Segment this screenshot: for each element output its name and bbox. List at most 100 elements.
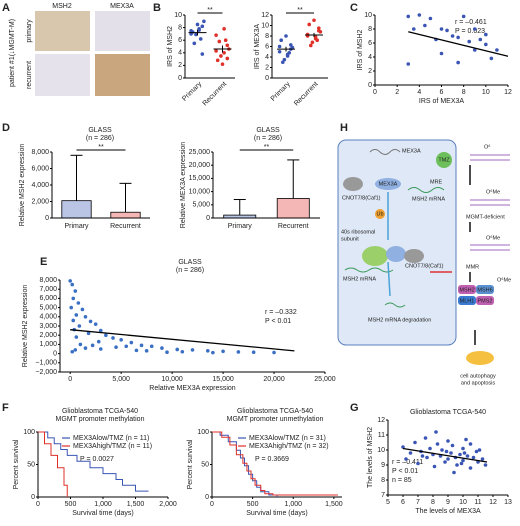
point <box>425 455 429 460</box>
point <box>468 442 473 446</box>
annotation: P = 0.0027 <box>80 456 114 463</box>
y-tick-label: 100 <box>197 429 209 436</box>
label: MGMT-deficient <box>466 214 505 220</box>
y-tick-label: 2 <box>178 62 182 69</box>
x-tick-label: 6 <box>440 89 444 96</box>
protein <box>404 249 424 263</box>
x-tick-label: 10 <box>482 89 490 96</box>
point <box>214 49 218 53</box>
y-axis-label: Percent survival <box>187 439 194 489</box>
point <box>134 348 139 353</box>
x-axis-label: Survival time (days) <box>72 510 133 517</box>
panel-letters: A B C D E F G H <box>2 2 359 414</box>
point <box>458 452 462 457</box>
panel-letter: A <box>2 2 10 14</box>
y-tick-label: 7,000 <box>39 286 57 293</box>
x-axis-label: The levels of MEX3A <box>415 508 481 515</box>
mrna <box>369 149 401 155</box>
y-tick-label: 20,000 <box>189 162 211 169</box>
trend-line <box>70 329 295 352</box>
chart-title: GLASS <box>178 259 202 266</box>
y-tick-label: 11 <box>378 432 385 439</box>
point <box>192 41 197 46</box>
point <box>443 460 447 464</box>
y-tick-label: 15,000 <box>189 175 211 182</box>
point <box>217 39 222 44</box>
x-tick-label: 9 <box>446 499 450 506</box>
apoptotic-cell <box>466 351 494 365</box>
row-label: recurrent <box>26 61 33 89</box>
point <box>251 350 256 355</box>
chart-title: GLASS <box>256 127 280 134</box>
point <box>74 335 79 339</box>
ihc-image <box>35 54 90 96</box>
annotation: P = 0.3669 <box>255 456 289 463</box>
y-tick-label: 9 <box>381 462 385 469</box>
point <box>406 62 411 66</box>
y-tick-label: 8 <box>368 26 372 33</box>
y-tick-label: 4 <box>178 50 182 57</box>
x-tick-label: 1,500 <box>325 501 343 508</box>
dna <box>470 244 510 251</box>
chart-subtitle: MGMT promoter unmethylation <box>227 416 324 423</box>
point <box>474 449 479 454</box>
point <box>104 333 108 338</box>
y-tick-label: 0 <box>53 350 57 357</box>
y-tick-label: 6 <box>265 43 269 50</box>
point <box>219 54 223 58</box>
point <box>225 56 230 61</box>
x-tick-label: 12 <box>489 499 497 506</box>
point <box>86 331 91 336</box>
point <box>455 463 459 467</box>
point <box>225 43 230 48</box>
patient-label: patient #1(↓MGMT-M) <box>9 19 16 87</box>
x-tick-label: 500 <box>247 501 259 508</box>
annotation: n = 85 <box>392 477 412 484</box>
x-tick-label: 11 <box>474 499 481 506</box>
protein <box>386 246 406 262</box>
point <box>461 14 466 19</box>
x-tick-label: 5,000 <box>112 376 130 383</box>
point <box>465 454 470 458</box>
label: O⁶Me <box>486 188 500 195</box>
point <box>423 23 427 28</box>
point <box>190 348 195 352</box>
y-tick-label: 8,000 <box>39 277 57 284</box>
point <box>411 27 416 31</box>
dna <box>470 199 510 206</box>
point <box>83 346 88 350</box>
annotation: ** <box>98 144 104 151</box>
panel-a: MSH2 MEX3A primary recurrent patient #1(… <box>9 3 150 96</box>
protein <box>458 285 476 294</box>
protein <box>476 296 494 305</box>
y-tick-label: 4,000 <box>39 314 57 321</box>
point <box>71 296 76 301</box>
y-tick-label: 0 <box>368 82 372 89</box>
point <box>428 446 432 451</box>
point <box>236 350 241 354</box>
label: MSH2 <box>459 287 474 293</box>
point <box>428 16 433 21</box>
point <box>420 454 425 458</box>
point <box>129 340 134 345</box>
label: O⁶Me <box>486 234 500 241</box>
y-tick-label: 10 <box>174 12 182 19</box>
label: CNOT7/8(Caf1) <box>405 263 444 269</box>
point <box>93 322 98 326</box>
point <box>489 56 494 61</box>
panel-letter: F <box>2 402 9 414</box>
point <box>73 289 78 293</box>
dna <box>470 154 510 161</box>
chart-title: Glioblastoma TCGA-540 <box>410 409 486 416</box>
point <box>471 455 476 460</box>
point <box>222 27 226 31</box>
point <box>279 38 284 42</box>
point <box>445 28 449 33</box>
point <box>76 301 81 305</box>
y-tick-label: 12 <box>377 417 385 424</box>
y-tick-label: 0 <box>45 215 49 222</box>
point <box>149 344 154 349</box>
y-tick-label: 50 <box>201 461 209 468</box>
point <box>88 319 93 324</box>
